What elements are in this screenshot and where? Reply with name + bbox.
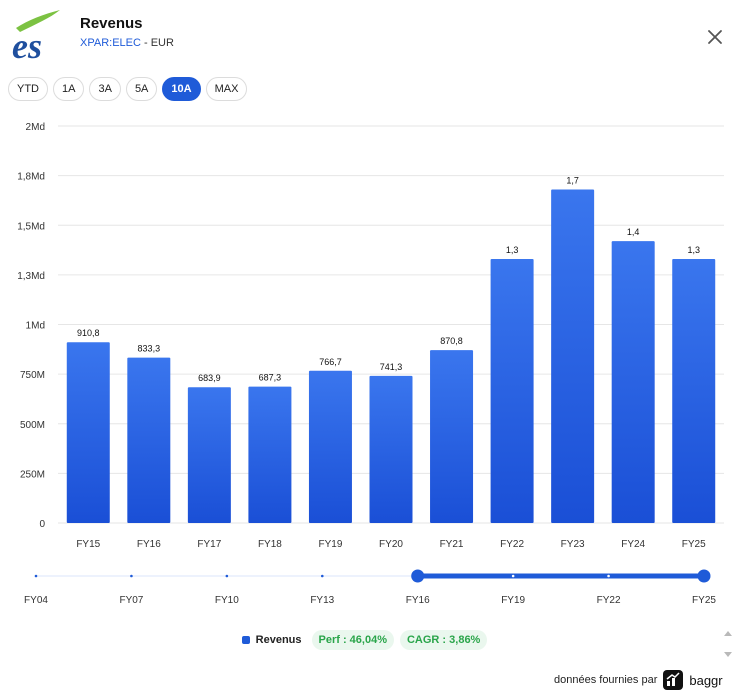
navigator-label: FY25 xyxy=(692,595,716,606)
range-button-5a[interactable]: 5A xyxy=(125,77,158,101)
range-button-max[interactable]: MAX xyxy=(205,77,248,101)
navigator-tick xyxy=(320,574,324,578)
y-tick-label: 1,5Md xyxy=(17,221,45,232)
x-tick-label: FY22 xyxy=(500,539,524,550)
range-button-3a[interactable]: 3A xyxy=(89,77,121,101)
chart-header: es Revenus XPAR:ELEC - EUR xyxy=(0,0,737,70)
chart-legend: Revenus Perf : 46,04% CAGR : 3,86% xyxy=(0,630,737,650)
bar[interactable] xyxy=(187,387,231,523)
currency-label: EUR xyxy=(150,37,174,49)
data-label: 683,9 xyxy=(198,373,221,383)
bar[interactable] xyxy=(430,350,474,523)
x-tick-label: FY17 xyxy=(197,539,221,550)
navigator-tick xyxy=(607,574,610,578)
y-tick-label: 2Md xyxy=(26,122,45,133)
data-label: 687,3 xyxy=(259,373,282,383)
data-label: 741,3 xyxy=(380,362,403,372)
legend-scroll-icon[interactable] xyxy=(723,630,733,658)
bar[interactable] xyxy=(551,189,595,523)
data-label: 1,4 xyxy=(627,227,640,237)
close-icon[interactable] xyxy=(700,22,728,50)
legend-series-name[interactable]: Revenus xyxy=(255,634,302,646)
y-tick-label: 1,8Md xyxy=(17,172,45,183)
navigator-handle[interactable] xyxy=(411,569,425,583)
navigator-tick xyxy=(130,574,133,578)
legend-swatch xyxy=(241,636,250,644)
y-tick-label: 0 xyxy=(39,519,45,530)
data-label: 910,8 xyxy=(77,328,100,338)
navigator-label: FY13 xyxy=(310,595,334,606)
navigator-label: FY10 xyxy=(215,595,239,606)
range-button-10a[interactable]: 10A xyxy=(162,77,201,101)
navigator-tick xyxy=(511,574,515,578)
x-tick-label: FY23 xyxy=(561,539,585,550)
x-tick-label: FY15 xyxy=(76,539,100,550)
bar[interactable] xyxy=(369,375,413,523)
navigator-tick xyxy=(34,574,38,578)
navigator-label: FY04 xyxy=(24,595,48,606)
svg-text:es: es xyxy=(12,26,42,62)
data-attribution: données fournies par baggr xyxy=(554,670,723,690)
bar-chart: 0 250M 500M 750M 1Md 1,3Md 1,5Md 1,8Md 2Md 910,8 F… xyxy=(17,122,724,550)
y-tick-label: 1Md xyxy=(26,321,45,332)
data-label: 1,3 xyxy=(506,245,519,255)
y-tick-label: 500M xyxy=(20,420,45,431)
chart-title: Revenus xyxy=(80,15,143,32)
company-logo: es xyxy=(12,10,60,62)
x-tick-label: FY21 xyxy=(440,539,464,550)
y-tick-label: 1,3Md xyxy=(17,271,45,282)
x-tick-label: FY24 xyxy=(621,539,645,550)
data-label: 1,3 xyxy=(687,245,700,255)
range-button-1a[interactable]: 1A xyxy=(53,77,85,101)
navigator-label: FY16 xyxy=(406,595,430,606)
bar[interactable] xyxy=(611,241,655,523)
y-tick-label: 750M xyxy=(20,370,45,381)
ticker-link[interactable]: XPAR:ELEC xyxy=(80,37,141,49)
perf-badge: Perf : 46,04% xyxy=(311,630,394,650)
range-navigator[interactable]: FY04 FY07 FY10 FY13 FY16 FY19 FY22 FY25 xyxy=(0,560,737,610)
x-tick-label: FY18 xyxy=(258,539,282,550)
baggr-logo-icon xyxy=(663,670,684,690)
chart-subtitle: XPAR:ELEC - EUR xyxy=(80,37,174,49)
y-tick-label: 250M xyxy=(20,469,45,480)
data-label: 766,7 xyxy=(319,357,342,367)
time-range-selector: YTD 1A 3A 5A 10A MAX xyxy=(8,77,248,101)
navigator-label: FY19 xyxy=(501,595,525,606)
data-label: 1,7 xyxy=(566,176,579,186)
data-label: 833,3 xyxy=(138,344,161,354)
bar[interactable] xyxy=(248,386,292,523)
data-label: 870,8 xyxy=(440,336,463,346)
range-button-ytd[interactable]: YTD xyxy=(8,77,48,101)
bar[interactable] xyxy=(308,370,352,523)
attribution-text: données fournies par xyxy=(554,674,658,686)
navigator-label: FY07 xyxy=(119,595,143,606)
navigator-tick xyxy=(225,574,229,578)
baggr-brand[interactable]: baggr xyxy=(689,672,723,688)
bar[interactable] xyxy=(66,342,110,523)
bar[interactable] xyxy=(672,258,716,523)
cagr-badge: CAGR : 3,86% xyxy=(399,630,488,650)
navigator-label: FY22 xyxy=(597,595,621,606)
x-tick-label: FY25 xyxy=(682,539,706,550)
x-tick-label: FY19 xyxy=(319,539,343,550)
currency-separator: - xyxy=(140,37,151,49)
navigator-handle[interactable] xyxy=(697,569,711,583)
bar[interactable] xyxy=(490,258,534,523)
x-tick-label: FY20 xyxy=(379,539,403,550)
x-tick-label: FY16 xyxy=(137,539,161,550)
bar[interactable] xyxy=(127,357,171,523)
